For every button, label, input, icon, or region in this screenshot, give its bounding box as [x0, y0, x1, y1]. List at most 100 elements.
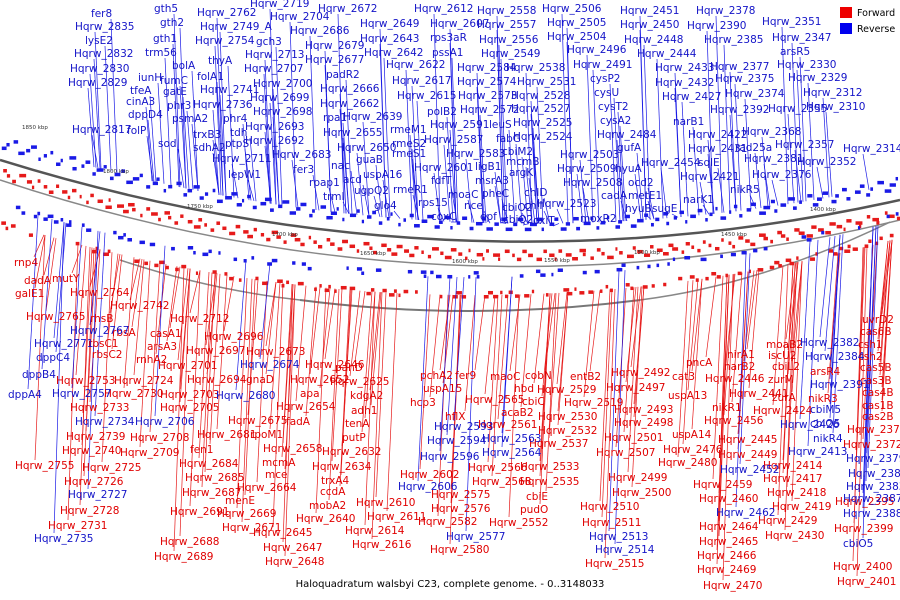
forward-feature — [146, 207, 151, 211]
leader-line — [583, 290, 595, 398]
gene-label-reverse: gth1 — [153, 33, 177, 45]
forward-feature — [370, 288, 375, 292]
gene-label-reverse: cbiQ5 — [810, 418, 840, 430]
gene-label-reverse: sdhA2 — [193, 142, 226, 154]
forward-feature — [92, 249, 97, 254]
leader-line — [615, 287, 627, 448]
lower-backbone — [299, 299, 641, 312]
forward-feature — [175, 267, 179, 272]
gene-label-reverse: msrA3 — [475, 175, 509, 187]
leader-line — [79, 246, 91, 506]
reverse-feature — [806, 238, 812, 242]
reverse-feature — [123, 233, 126, 237]
forward-feature — [811, 225, 817, 229]
forward-feature — [528, 253, 533, 258]
leader-line — [449, 42, 457, 223]
gene-label-forward: cbiC — [522, 396, 545, 408]
leader-line — [723, 273, 735, 416]
forward-feature — [79, 194, 82, 199]
leader-line — [647, 200, 655, 220]
leader-line — [781, 26, 789, 205]
reverse-feature — [187, 246, 194, 250]
gene-label-forward: Hqrw_2733 — [70, 402, 129, 414]
forward-feature — [461, 295, 467, 299]
legend-forward-label: Forward — [857, 8, 895, 19]
gene-label-reverse: fer3 — [293, 164, 314, 176]
gene-label-forward: trxA4 — [321, 475, 350, 487]
forward-feature — [388, 293, 395, 297]
reverse-feature — [618, 220, 623, 224]
reverse-feature — [624, 214, 630, 219]
leader-line — [417, 276, 429, 482]
forward-feature — [294, 237, 301, 242]
gene-label-reverse: Hqrw_2314 — [843, 143, 900, 155]
gene-label-forward: Hqrw_2492 — [611, 367, 670, 379]
leader-line — [244, 148, 252, 201]
forward-feature — [432, 247, 439, 251]
forward-feature — [512, 253, 515, 258]
leader-line — [429, 294, 441, 398]
gene-label-reverse: Hqrw_2655 — [323, 127, 382, 139]
gene-label-forward: Hqrw_2371 — [847, 424, 900, 436]
leader-line — [356, 152, 364, 216]
leader-line — [614, 270, 626, 545]
leader-line — [718, 274, 730, 537]
gene-label-reverse: cbiM2 — [502, 146, 533, 158]
leader-line — [619, 125, 627, 222]
leader-line — [439, 276, 451, 452]
reverse-feature — [236, 203, 242, 207]
gene-label-reverse: Hqrw_2683 — [272, 149, 331, 161]
gene-label-reverse: Hqrw_2503 — [560, 149, 619, 161]
leader-line — [879, 240, 891, 376]
gene-label-forward: Hqrw_2742 — [110, 300, 169, 312]
gene-label-reverse: trmI — [323, 191, 345, 203]
gene-label-forward: Hqrw_2460 — [699, 493, 758, 505]
forward-feature — [28, 233, 33, 237]
leader-line — [179, 85, 187, 189]
gene-label-reverse: Hqrw_2413 — [788, 446, 847, 458]
reverse-feature — [535, 269, 541, 274]
gene-label-reverse: Hqrw_2387 — [843, 493, 900, 505]
gene-label-forward: Hqrw_2493 — [614, 404, 673, 416]
leader-line — [309, 35, 317, 210]
reverse-feature — [505, 227, 513, 232]
forward-feature — [159, 260, 165, 265]
leader-line — [382, 179, 390, 218]
leader-line — [416, 100, 424, 221]
gene-label-reverse: chlD — [524, 187, 547, 199]
gene-label-reverse: Hqrw_2735 — [34, 533, 93, 545]
gene-label-reverse: cysU — [594, 87, 619, 99]
reverse-feature — [300, 202, 307, 207]
leader-line — [491, 294, 503, 477]
gene-label-forward: Hqrw_2576 — [431, 503, 491, 515]
leader-line — [786, 262, 798, 488]
forward-feature — [86, 200, 89, 205]
leader-line — [198, 271, 210, 459]
gene-label-forward: Hqrw_2445 — [718, 434, 777, 446]
forward-feature — [349, 286, 356, 291]
gene-label-forward: Hqrw_2424 — [753, 405, 813, 417]
legend-forward-swatch — [840, 7, 852, 18]
reverse-feature — [53, 220, 59, 224]
gene-label-forward: casA1 — [150, 328, 182, 340]
forward-feature — [455, 291, 462, 295]
gene-label-reverse: Hqrw_2680 — [216, 390, 275, 402]
reverse-feature — [519, 274, 524, 278]
leader-line — [487, 294, 499, 463]
reverse-feature — [60, 158, 63, 163]
forward-feature — [888, 214, 895, 219]
leader-line — [275, 46, 283, 206]
gene-label-reverse: Hqrw_2749_A — [200, 21, 273, 33]
forward-feature — [600, 289, 603, 293]
reverse-feature — [565, 222, 571, 226]
reverse-feature — [462, 216, 468, 220]
reverse-feature — [15, 205, 21, 210]
gene-label-forward: Hqrw_2724 — [114, 375, 174, 387]
gene-label-forward: gnaD — [246, 374, 274, 386]
forward-feature — [806, 234, 813, 238]
forward-feature — [290, 233, 297, 237]
gene-label-reverse: Hqrw_2615 — [397, 90, 456, 102]
reverse-feature — [398, 222, 401, 227]
leader-line — [647, 187, 655, 220]
gene-label-forward: Hqrw_2533 — [520, 461, 579, 473]
